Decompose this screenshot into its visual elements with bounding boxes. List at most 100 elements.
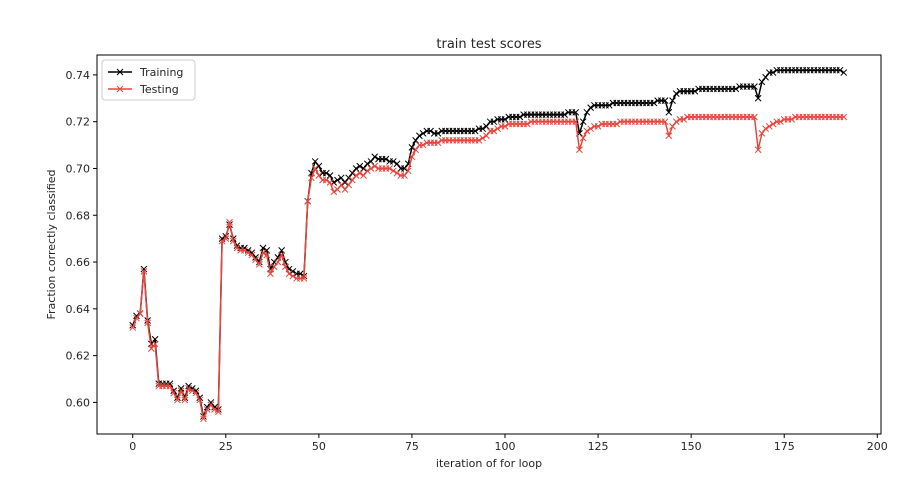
data-point (241, 246, 248, 254)
data-point (270, 263, 278, 271)
data-point (133, 314, 140, 322)
y-axis-label: Fraction correctly classified (45, 169, 58, 319)
data-point (669, 97, 676, 104)
data-point (490, 118, 498, 126)
data-point (672, 118, 680, 126)
data-point (177, 387, 185, 395)
data-point (605, 101, 613, 109)
data-point (386, 165, 393, 172)
data-point (434, 139, 442, 147)
data-point (840, 69, 848, 76)
x-tick-label: 125 (588, 440, 609, 453)
data-point (315, 162, 323, 170)
data-point (758, 78, 766, 86)
data-point (576, 146, 583, 154)
data-point (203, 406, 211, 413)
data-point (315, 172, 323, 179)
data-point (769, 69, 777, 76)
data-point (349, 176, 356, 184)
data-point (337, 174, 345, 182)
data-point (587, 125, 594, 133)
data-point (207, 401, 215, 409)
data-point (252, 256, 259, 264)
data-point (133, 312, 140, 320)
data-point (762, 73, 769, 81)
data-point (371, 153, 379, 161)
x-tick-label: 175 (774, 440, 795, 453)
data-point (587, 104, 594, 111)
chart-title: train test scores (436, 37, 541, 52)
data-point (289, 272, 297, 280)
axes-frame (96, 54, 882, 435)
data-point (665, 108, 673, 116)
data-point (579, 118, 587, 126)
data-point (226, 218, 233, 226)
x-tick-label: 75 (405, 440, 419, 453)
data-point (322, 176, 330, 184)
data-point (412, 146, 420, 154)
data-point (382, 155, 390, 163)
data-point (356, 169, 364, 177)
data-point (192, 389, 200, 397)
data-point (326, 172, 334, 179)
data-point (185, 382, 192, 390)
data-point (516, 113, 524, 121)
x-axis-label: iteration of for loop (436, 457, 542, 470)
data-point (229, 237, 237, 245)
data-point (479, 125, 487, 133)
data-point (661, 118, 669, 126)
data-point (248, 251, 256, 259)
data-point (185, 385, 192, 392)
data-point (419, 141, 427, 149)
data-point (151, 340, 159, 348)
data-point (401, 172, 408, 179)
x-tick-label: 100 (495, 440, 516, 453)
data-point (691, 87, 699, 95)
data-point (669, 123, 676, 130)
data-point (751, 83, 758, 90)
data-point (330, 188, 338, 196)
data-point (404, 167, 412, 175)
data-point (427, 127, 434, 135)
data-point (754, 94, 762, 102)
legend-entry-training: Training (108, 66, 183, 79)
data-point (140, 268, 148, 275)
data-point (349, 169, 356, 177)
legend: Training Testing (101, 59, 196, 101)
data-point (561, 111, 568, 119)
data-point (259, 249, 267, 257)
y-tick-label: 0.66 (66, 256, 91, 269)
data-point (334, 186, 341, 193)
data-point (222, 235, 230, 243)
data-point (136, 310, 144, 317)
data-point (140, 265, 148, 273)
data-point (501, 123, 509, 130)
y-tick-label: 0.60 (66, 396, 91, 409)
series-training (129, 66, 848, 420)
data-point (650, 99, 658, 107)
data-point (311, 158, 319, 165)
data-point (367, 158, 375, 165)
data-point (211, 406, 218, 413)
data-point (572, 118, 580, 126)
data-point (754, 146, 762, 154)
data-point (263, 251, 271, 259)
data-point (345, 181, 353, 189)
data-point (363, 167, 371, 175)
data-point (304, 197, 312, 205)
x-tick-label: 0 (129, 440, 136, 453)
data-point (393, 160, 401, 168)
data-point (583, 127, 591, 135)
data-point (181, 396, 189, 404)
data-point (371, 162, 379, 170)
data-point (144, 319, 151, 327)
data-point (367, 165, 375, 172)
data-point (211, 403, 218, 411)
data-point (672, 90, 680, 97)
data-point (188, 387, 196, 395)
data-point (777, 118, 784, 126)
data-point (523, 120, 531, 128)
data-point (475, 137, 483, 144)
legend-entry-testing: Testing (108, 83, 179, 96)
data-point (501, 115, 509, 123)
